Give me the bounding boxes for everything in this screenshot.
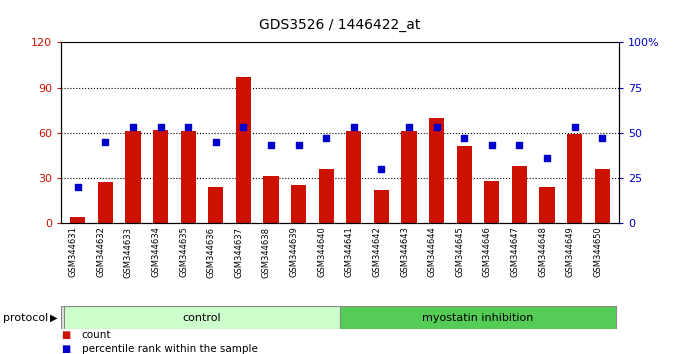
Text: percentile rank within the sample: percentile rank within the sample [82,344,258,354]
Bar [457,146,472,223]
Point [266,143,277,148]
Text: GSM344639: GSM344639 [290,227,299,278]
Bar [539,187,555,223]
Bar [236,77,251,223]
Text: ▶: ▶ [50,313,58,323]
Point [348,125,359,130]
Bar [340,306,616,329]
Text: count: count [82,330,111,339]
Bar [98,182,113,223]
Text: GSM344634: GSM344634 [152,227,160,278]
Point [541,155,552,161]
Point [486,143,497,148]
Bar [374,190,389,223]
Text: GSM344645: GSM344645 [455,227,464,277]
Bar [291,185,306,223]
Bar [594,169,610,223]
Text: control: control [183,313,221,323]
Point [431,125,442,130]
Point [238,125,249,130]
Bar [181,131,196,223]
Text: GSM344648: GSM344648 [538,227,547,278]
Text: GSM344642: GSM344642 [373,227,381,277]
Text: GSM344637: GSM344637 [235,227,243,278]
Text: GSM344633: GSM344633 [124,227,133,278]
Point [459,135,470,141]
Point [403,125,414,130]
Text: GSM344640: GSM344640 [317,227,326,277]
Point [72,184,83,190]
Bar [125,131,141,223]
Point [210,139,221,145]
Point [128,125,139,130]
Text: GSM344631: GSM344631 [69,227,78,278]
Bar [70,217,86,223]
Bar [64,306,340,329]
Point [597,135,608,141]
Text: GSM344649: GSM344649 [566,227,575,277]
Point [155,125,166,130]
Text: GSM344644: GSM344644 [428,227,437,277]
Bar [346,131,361,223]
Bar [319,169,334,223]
Bar [429,118,444,223]
Bar [153,130,168,223]
Bar [208,187,223,223]
Text: GSM344643: GSM344643 [400,227,409,278]
Text: protocol: protocol [3,313,49,323]
Text: GSM344632: GSM344632 [97,227,105,278]
Text: myostatin inhibition: myostatin inhibition [422,313,534,323]
Text: GSM344650: GSM344650 [593,227,602,277]
Point [183,125,194,130]
Bar [512,166,527,223]
Text: GSM344641: GSM344641 [345,227,354,277]
Point [514,143,525,148]
Text: GSM344647: GSM344647 [511,227,520,278]
Text: GDS3526 / 1446422_at: GDS3526 / 1446422_at [259,18,421,32]
Point [293,143,304,148]
Text: GSM344636: GSM344636 [207,227,216,278]
Bar [401,131,417,223]
Bar [567,134,582,223]
Text: GSM344635: GSM344635 [179,227,188,278]
Text: GSM344638: GSM344638 [262,227,271,278]
Point [100,139,111,145]
Point [569,125,580,130]
Point [321,135,332,141]
Text: ■: ■ [61,330,71,339]
Bar [484,181,499,223]
Text: ■: ■ [61,344,71,354]
Point [376,166,387,172]
Bar [263,176,279,223]
Text: GSM344646: GSM344646 [483,227,492,278]
